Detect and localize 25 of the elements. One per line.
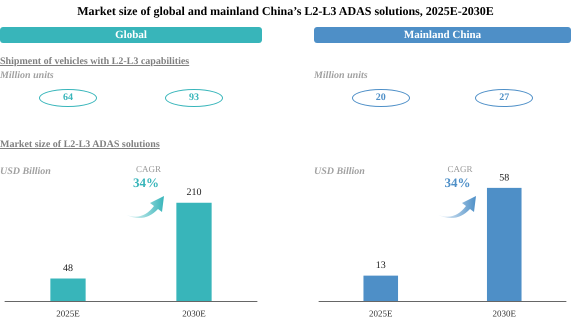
text: 20 — [352, 89, 410, 107]
text: Shipment of vehicles with L2-L3 capabilities — [0, 56, 190, 67]
chart-subtitle: Mainland China — [314, 27, 571, 43]
x-tick-label: 2025E — [369, 308, 393, 318]
annotation: 34% — [444, 175, 470, 191]
text: CAGR — [448, 164, 473, 174]
text: Market size of L2-L3 ADAS solutions — [0, 139, 160, 150]
x-tick-label: 2025E — [56, 308, 80, 318]
y-axis-title: USD Billion — [314, 166, 365, 177]
text: Market size of global and mainland China’s L2-L3 ADAS solutions, 2025E-2030E — [76, 4, 495, 19]
data-label: 13 — [376, 260, 386, 272]
text: 64 — [39, 89, 97, 107]
text: 34% — [133, 175, 159, 191]
data-label: 58 — [499, 172, 510, 184]
chart-subtitle: Global — [0, 27, 262, 43]
text: 93 — [165, 89, 223, 107]
text: Million units — [0, 70, 54, 81]
data-label: 210 — [186, 187, 202, 198]
data-label: 48 — [63, 263, 73, 274]
text: CAGR — [136, 164, 162, 174]
y-axis-title: USD Billion — [0, 166, 51, 177]
x-tick-label: 2030E — [492, 308, 516, 318]
text: Million units — [314, 70, 368, 81]
text: 27 — [475, 89, 534, 107]
x-tick-label: 2030E — [182, 308, 206, 318]
